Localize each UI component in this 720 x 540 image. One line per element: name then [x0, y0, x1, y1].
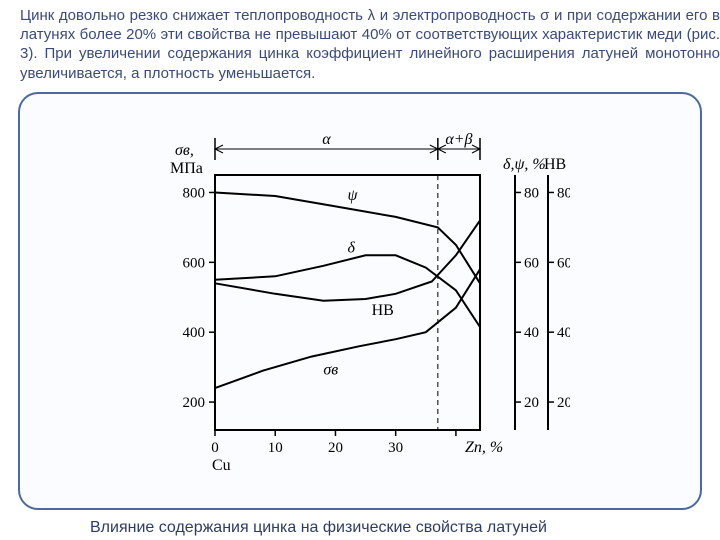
svg-text:HB: HB	[372, 302, 394, 319]
svg-text:МПа: МПа	[170, 160, 203, 177]
svg-text:200: 200	[183, 395, 206, 411]
brass-properties-chart: α α+β 200 400 600 800 σв,МПа 0 10 20 30 Zn, % Cu 20 40…	[150, 120, 570, 490]
svg-text:α: α	[322, 131, 331, 148]
svg-text:80: 80	[524, 185, 539, 201]
svg-text:Zn, %: Zn, %	[465, 439, 503, 456]
svg-text:ψ: ψ	[348, 187, 359, 204]
svg-text:δ: δ	[348, 239, 356, 256]
svg-text:20: 20	[328, 440, 343, 456]
body-text: Цинк довольно резко снижает теплопроводн…	[20, 6, 720, 83]
svg-text:400: 400	[183, 325, 206, 341]
svg-text:20: 20	[557, 395, 570, 411]
svg-text:30: 30	[388, 440, 403, 456]
svg-text:800: 800	[183, 185, 206, 201]
svg-text:40: 40	[557, 325, 570, 341]
figure-caption: Влияние содержания цинка на физические с…	[90, 519, 547, 537]
svg-text:600: 600	[183, 255, 206, 271]
svg-text:α+β: α+β	[445, 131, 472, 148]
svg-text:60: 60	[524, 255, 539, 271]
svg-text:Cu: Cu	[212, 457, 231, 474]
svg-text:σв,: σв,	[175, 142, 194, 159]
svg-text:60: 60	[557, 255, 570, 271]
svg-text:HB: HB	[544, 156, 566, 173]
svg-text:σв: σв	[323, 362, 338, 379]
svg-text:20: 20	[524, 395, 539, 411]
svg-text:40: 40	[524, 325, 539, 341]
svg-text:10: 10	[268, 440, 283, 456]
svg-text:80: 80	[557, 185, 570, 201]
svg-text:δ,ψ, %: δ,ψ, %	[503, 156, 546, 173]
svg-text:0: 0	[211, 440, 219, 456]
